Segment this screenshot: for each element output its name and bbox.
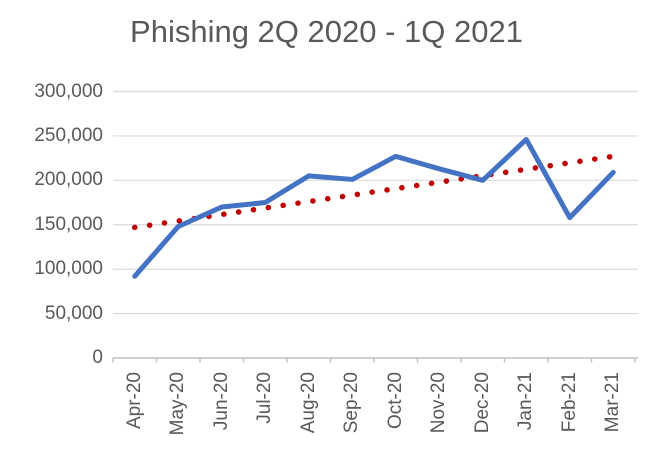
x-axis-tick-label: Feb-21: [558, 372, 580, 433]
x-axis-tick-label: Oct-20: [384, 372, 406, 430]
x-axis-tick-label: Aug-20: [297, 372, 319, 434]
x-axis-tick-label: Mar-21: [602, 372, 624, 433]
y-axis-tick-label: 50,000: [44, 302, 103, 324]
y-axis-tick-label: 150,000: [34, 213, 103, 235]
trendline-dotted: [132, 153, 616, 231]
x-axis-tick-label: Apr-20: [123, 372, 145, 430]
x-axis-tick-label: May-20: [167, 372, 189, 436]
data-series-line: [132, 136, 616, 279]
y-axis-tick-label: 300,000: [34, 80, 103, 102]
x-axis-tick-label: Jul-20: [254, 372, 276, 424]
y-axis-tick-label: 100,000: [34, 258, 103, 280]
y-axis-tick-label: 0: [92, 347, 103, 368]
x-axis-tick-label: Dec-20: [471, 372, 493, 434]
x-axis-tick-label: Nov-20: [428, 372, 450, 434]
y-axis-tick-label: 250,000: [34, 124, 103, 146]
chart-title: Phishing 2Q 2020 - 1Q 2021: [130, 14, 523, 49]
x-axis-tick-label: Sep-20: [341, 372, 363, 434]
x-axis-tick-label: Jun-20: [210, 372, 232, 431]
x-axis-tick-label: Jan-21: [515, 372, 537, 431]
y-axis-tick-label: 200,000: [34, 169, 103, 191]
